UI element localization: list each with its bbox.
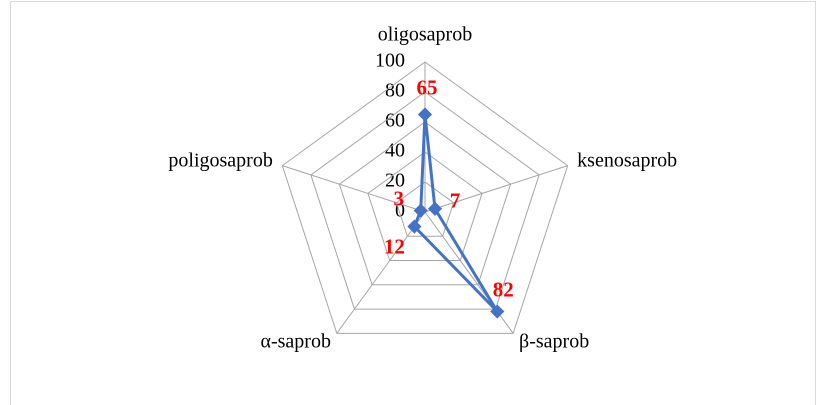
grid-ring: [310, 91, 540, 310]
axis-spoke: [424, 165, 568, 213]
category-label: α-saprob: [260, 331, 330, 353]
data-marker: [413, 203, 428, 218]
r-tick-label: 0: [395, 200, 405, 222]
data-marker: [490, 304, 505, 319]
value-label: 3: [393, 186, 404, 210]
category-label: β-saprob: [519, 331, 589, 353]
chart-frame: [10, 1, 816, 405]
r-tick-label: 100: [375, 50, 405, 72]
value-label: 65: [417, 75, 438, 99]
value-label: 7: [450, 189, 461, 213]
data-marker: [417, 107, 433, 122]
data-marker: [407, 219, 422, 234]
r-tick-label: 80: [385, 80, 405, 102]
r-tick-label: 20: [385, 170, 405, 192]
grid-ring: [338, 121, 512, 286]
axis-spoke: [282, 165, 426, 213]
axis-spoke: [336, 211, 426, 334]
value-label: 12: [384, 234, 405, 258]
category-label: ksenosaprob: [577, 150, 677, 172]
category-label: oligosaprob: [378, 24, 472, 46]
r-tick-label: 40: [385, 140, 405, 162]
data-marker: [427, 201, 443, 216]
grid-ring: [367, 151, 483, 262]
value-label: 82: [493, 277, 514, 301]
r-tick-label: 60: [385, 110, 405, 132]
series-line: [412, 114, 499, 313]
category-label: poligosaprob: [168, 150, 272, 172]
grid-ring: [281, 61, 569, 334]
